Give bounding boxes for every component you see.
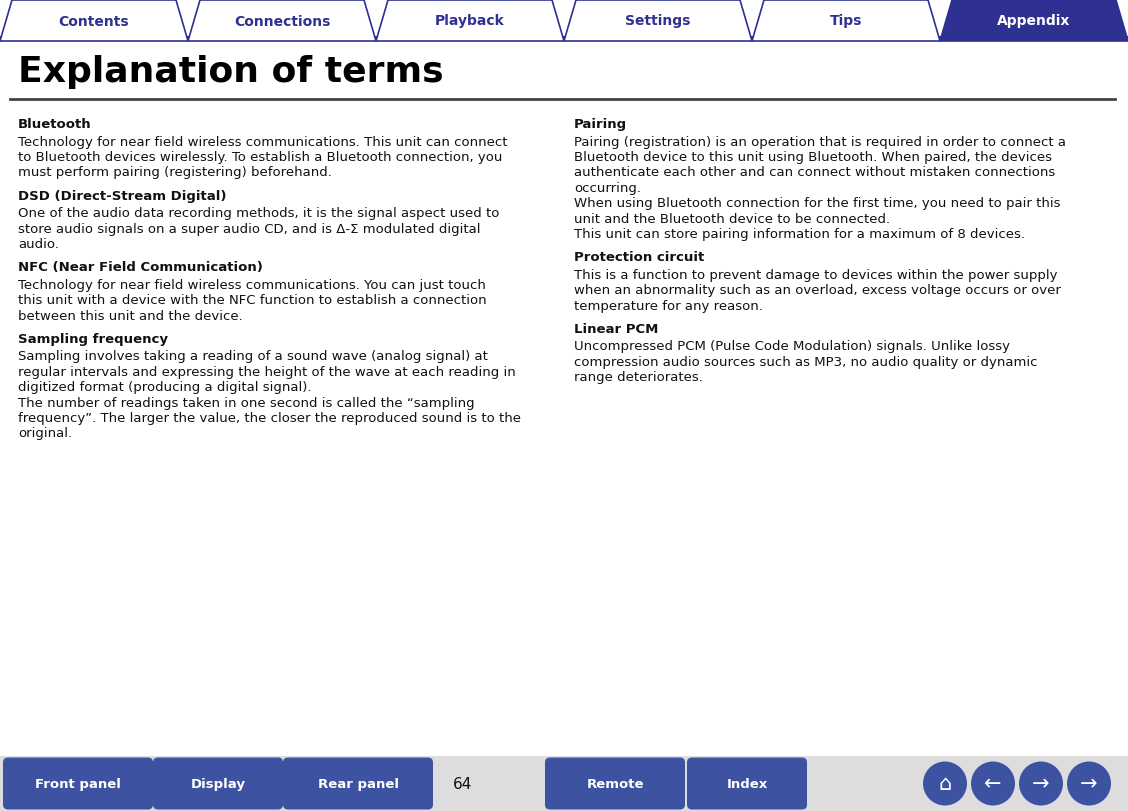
Text: digitized format (producing a digital signal).: digitized format (producing a digital si… <box>18 380 311 393</box>
Text: 64: 64 <box>453 776 473 791</box>
Text: Sampling involves taking a reading of a sound wave (analog signal) at: Sampling involves taking a reading of a … <box>18 350 488 363</box>
Polygon shape <box>376 1 564 42</box>
FancyBboxPatch shape <box>283 757 433 809</box>
Text: ⌂: ⌂ <box>938 774 952 793</box>
Ellipse shape <box>923 762 967 805</box>
Text: authenticate each other and can connect without mistaken connections: authenticate each other and can connect … <box>574 166 1056 179</box>
Text: to Bluetooth devices wirelessly. To establish a Bluetooth connection, you: to Bluetooth devices wirelessly. To esta… <box>18 151 502 164</box>
Text: audio.: audio. <box>18 238 59 251</box>
Text: Index: Index <box>726 777 768 790</box>
Text: Pairing (registration) is an operation that is required in order to connect a: Pairing (registration) is an operation t… <box>574 135 1066 148</box>
Ellipse shape <box>971 762 1015 805</box>
Text: when an abnormality such as an overload, excess voltage occurs or over: when an abnormality such as an overload,… <box>574 284 1060 297</box>
FancyBboxPatch shape <box>153 757 283 809</box>
Text: temperature for any reason.: temperature for any reason. <box>574 299 763 312</box>
Text: NFC (Near Field Communication): NFC (Near Field Communication) <box>18 261 263 274</box>
FancyBboxPatch shape <box>3 757 153 809</box>
Text: Bluetooth device to this unit using Bluetooth. When paired, the devices: Bluetooth device to this unit using Blue… <box>574 151 1052 164</box>
Text: One of the audio data recording methods, it is the signal aspect used to: One of the audio data recording methods,… <box>18 207 500 220</box>
Ellipse shape <box>1067 762 1111 805</box>
Text: →: → <box>1081 774 1098 793</box>
Text: Technology for near field wireless communications. You can just touch: Technology for near field wireless commu… <box>18 278 486 291</box>
Text: Explanation of terms: Explanation of terms <box>18 55 443 89</box>
Polygon shape <box>752 1 940 42</box>
Text: DSD (Direct-Stream Digital): DSD (Direct-Stream Digital) <box>18 189 227 202</box>
Text: Technology for near field wireless communications. This unit can connect: Technology for near field wireless commu… <box>18 135 508 148</box>
Text: range deteriorates.: range deteriorates. <box>574 371 703 384</box>
FancyBboxPatch shape <box>545 757 685 809</box>
Text: occurring.: occurring. <box>574 182 641 195</box>
Text: The number of readings taken in one second is called the “sampling: The number of readings taken in one seco… <box>18 396 475 409</box>
Text: Contents: Contents <box>59 15 130 28</box>
Ellipse shape <box>1019 762 1063 805</box>
Text: Bluetooth: Bluetooth <box>18 118 91 131</box>
Text: Remote: Remote <box>587 777 644 790</box>
Polygon shape <box>0 1 188 42</box>
Text: Linear PCM: Linear PCM <box>574 322 659 335</box>
Text: Connections: Connections <box>233 15 331 28</box>
Text: →: → <box>1032 774 1050 793</box>
Text: compression audio sources such as MP3, no audio quality or dynamic: compression audio sources such as MP3, n… <box>574 355 1038 368</box>
Text: Pairing: Pairing <box>574 118 627 131</box>
Text: Sampling frequency: Sampling frequency <box>18 333 168 345</box>
Text: Front panel: Front panel <box>35 777 121 790</box>
FancyBboxPatch shape <box>687 757 807 809</box>
Text: this unit with a device with the NFC function to establish a connection: this unit with a device with the NFC fun… <box>18 294 486 307</box>
Text: ←: ← <box>985 774 1002 793</box>
Text: Appendix: Appendix <box>997 15 1070 28</box>
Text: Playback: Playback <box>435 15 505 28</box>
Bar <box>0 37 1128 42</box>
Text: When using Bluetooth connection for the first time, you need to pair this: When using Bluetooth connection for the … <box>574 197 1060 210</box>
Text: regular intervals and expressing the height of the wave at each reading in: regular intervals and expressing the hei… <box>18 365 515 378</box>
Text: Rear panel: Rear panel <box>317 777 398 790</box>
Text: Protection circuit: Protection circuit <box>574 251 704 264</box>
Text: This unit can store pairing information for a maximum of 8 devices.: This unit can store pairing information … <box>574 228 1025 241</box>
Polygon shape <box>564 1 752 42</box>
Text: frequency”. The larger the value, the closer the reproduced sound is to the: frequency”. The larger the value, the cl… <box>18 411 521 424</box>
Text: unit and the Bluetooth device to be connected.: unit and the Bluetooth device to be conn… <box>574 212 890 225</box>
Text: must perform pairing (registering) beforehand.: must perform pairing (registering) befor… <box>18 166 332 179</box>
Polygon shape <box>940 1 1128 42</box>
Text: store audio signals on a super audio CD, and is Δ-Σ modulated digital: store audio signals on a super audio CD,… <box>18 222 481 235</box>
Bar <box>0 756 1128 811</box>
Text: Display: Display <box>191 777 246 790</box>
Text: Tips: Tips <box>830 15 862 28</box>
Text: between this unit and the device.: between this unit and the device. <box>18 309 243 322</box>
Text: Uncompressed PCM (Pulse Code Modulation) signals. Unlike lossy: Uncompressed PCM (Pulse Code Modulation)… <box>574 340 1010 353</box>
Polygon shape <box>188 1 376 42</box>
Text: Settings: Settings <box>625 15 690 28</box>
Text: original.: original. <box>18 427 72 440</box>
Text: This is a function to prevent damage to devices within the power supply: This is a function to prevent damage to … <box>574 268 1058 281</box>
